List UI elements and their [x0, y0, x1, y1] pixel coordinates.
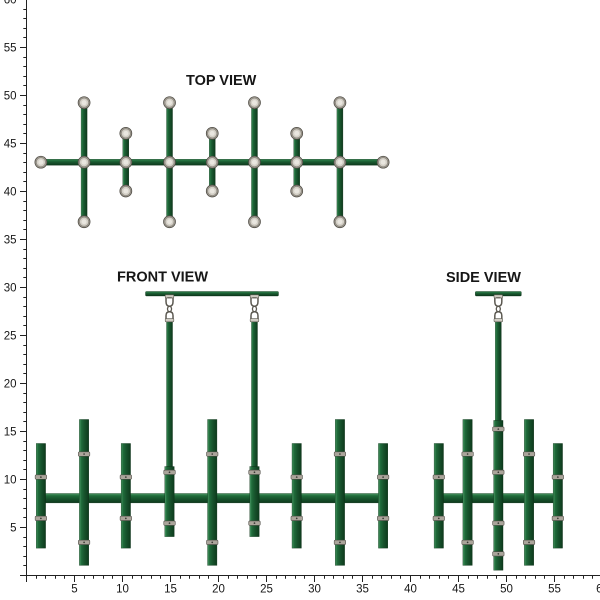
- svg-text:55: 55: [548, 584, 561, 596]
- svg-text:10: 10: [116, 584, 129, 596]
- svg-text:15: 15: [4, 427, 17, 439]
- svg-text:35: 35: [4, 235, 17, 247]
- svg-text:10: 10: [4, 475, 17, 487]
- svg-text:60: 60: [596, 584, 600, 596]
- svg-text:20: 20: [4, 379, 17, 391]
- svg-text:TOP VIEW: TOP VIEW: [186, 73, 257, 89]
- svg-text:5: 5: [71, 584, 77, 596]
- svg-text:50: 50: [4, 91, 17, 103]
- svg-text:SIDE VIEW: SIDE VIEW: [446, 270, 521, 286]
- svg-text:40: 40: [4, 187, 17, 199]
- svg-text:30: 30: [308, 584, 321, 596]
- svg-text:FRONT VIEW: FRONT VIEW: [117, 269, 208, 285]
- svg-text:25: 25: [4, 331, 17, 343]
- svg-text:55: 55: [4, 43, 17, 55]
- svg-text:35: 35: [356, 584, 369, 596]
- svg-text:45: 45: [4, 139, 17, 151]
- svg-text:25: 25: [260, 584, 273, 596]
- svg-text:15: 15: [164, 584, 177, 596]
- svg-text:60: 60: [4, 0, 17, 7]
- svg-text:5: 5: [10, 523, 16, 535]
- svg-text:40: 40: [404, 584, 417, 596]
- svg-text:30: 30: [4, 283, 17, 295]
- svg-text:20: 20: [212, 584, 225, 596]
- svg-text:45: 45: [452, 584, 465, 596]
- svg-text:50: 50: [500, 584, 513, 596]
